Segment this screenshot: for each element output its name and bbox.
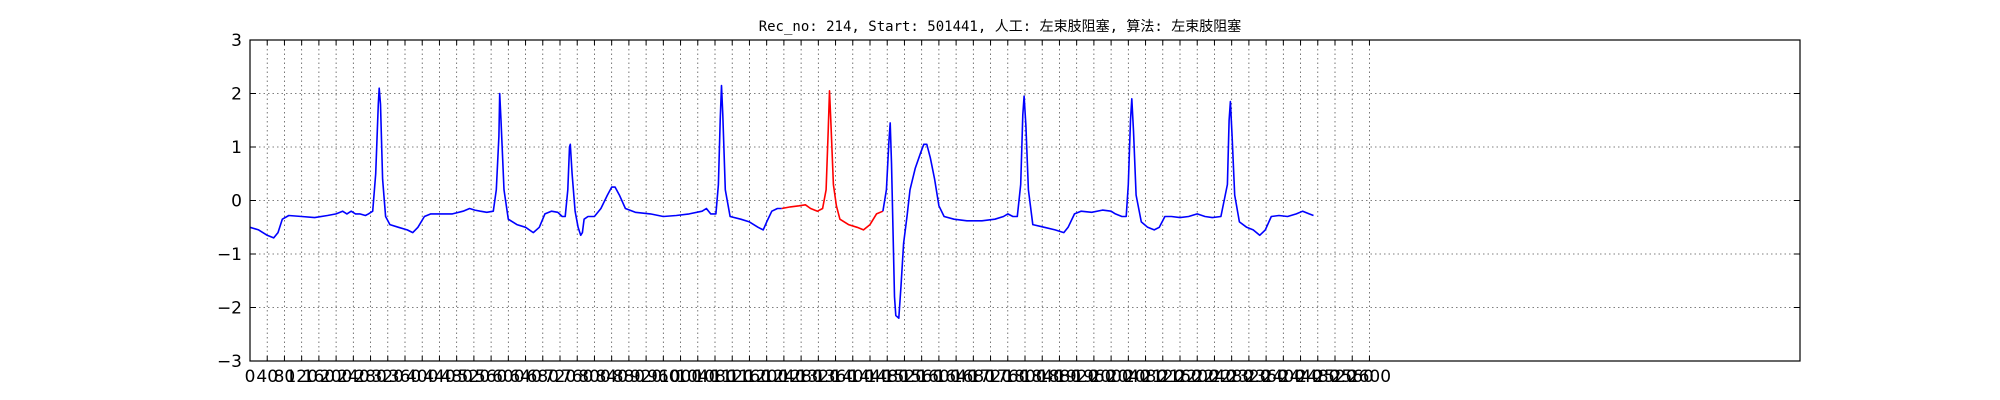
x-tick-label: 600 (492, 367, 524, 387)
x-tick-label: 1880 (1038, 367, 1081, 387)
x-tick-label: 40 (256, 367, 278, 387)
x-tick-label: 1400 (831, 367, 874, 387)
y-tick-label: 3 (231, 31, 242, 51)
grid-layer (250, 40, 1800, 361)
chart-title: Rec_no: 214, Start: 501441, 人工: 左束肢阻塞, 算… (759, 18, 1242, 35)
x-tick-label: 1520 (883, 367, 926, 387)
x-tick-label: 1680 (952, 367, 995, 387)
x-tick-label: 2480 (1296, 367, 1339, 387)
x-tick-label: 1320 (797, 367, 840, 387)
x-tick-label: 2440 (1279, 367, 1322, 387)
y-axis-ticks: 3 2 1 0 −1 −2 −3 (217, 31, 1800, 372)
x-tick-label: 2000 (1089, 367, 1132, 387)
ecg-series-line-0 (249, 84, 782, 239)
x-tick-label: 2520 (1313, 367, 1356, 387)
x-tick-label: 2360 (1244, 367, 1287, 387)
x-tick-label: 2240 (1193, 367, 1236, 387)
x-axis-ticks: 0 408012016020024028032036040044048052056… (245, 40, 1391, 387)
x-tick-label: 2200 (1176, 367, 1219, 387)
y-tick-label: 0 (231, 192, 242, 212)
x-tick-label: 840 (595, 367, 627, 387)
x-tick-label: 640 (509, 367, 541, 387)
x-tick-label: 1800 (1003, 367, 1046, 387)
x-tick-label: 160 (303, 367, 335, 387)
x-tick-label: 1040 (676, 367, 719, 387)
x-tick-label: 1160 (728, 367, 771, 387)
x-tick-label: 1960 (1072, 367, 1115, 387)
series-layer (249, 84, 1314, 320)
x-tick-label: 1440 (848, 367, 891, 387)
x-tick-label: 880 (613, 367, 645, 387)
x-tick-label: 960 (647, 367, 679, 387)
x-tick-label: 400 (406, 367, 438, 387)
x-tick-label: 1720 (969, 367, 1012, 387)
x-tick-label: 120 (285, 367, 317, 387)
x-tick-label: 1080 (693, 367, 736, 387)
x-tick-label: 2320 (1227, 367, 1270, 387)
x-tick-label: 1640 (934, 367, 977, 387)
ecg-series-line-2 (882, 95, 1314, 320)
x-tick-label: 680 (527, 367, 559, 387)
x-tick-label: 2120 (1141, 367, 1184, 387)
x-tick-label: 2040 (1107, 367, 1150, 387)
x-tick-label: 1840 (1021, 367, 1064, 387)
ecg-series-line-1 (781, 90, 884, 231)
x-tick-label: 240 (337, 367, 369, 387)
x-tick-label: 800 (578, 367, 610, 387)
x-tick-label: 760 (561, 367, 593, 387)
x-tick-label: 560 (475, 367, 507, 387)
x-tick-label: 520 (458, 367, 490, 387)
x-tick-label: 1600 (917, 367, 960, 387)
x-tick-label: 200 (320, 367, 352, 387)
x-tick-label: 360 (389, 367, 421, 387)
x-tick-label: 80 (274, 367, 296, 387)
x-tick-label: 320 (372, 367, 404, 387)
x-tick-label: 480 (440, 367, 472, 387)
x-tick-label: 2560 (1331, 367, 1374, 387)
x-tick-label: 920 (630, 367, 662, 387)
x-tick-label: 280 (354, 367, 386, 387)
y-tick-label: 1 (231, 138, 242, 158)
x-tick-label: 1920 (1055, 367, 1098, 387)
x-tick-label: 2280 (1210, 367, 1253, 387)
x-tick-label: 1280 (779, 367, 822, 387)
x-tick-label: 1760 (986, 367, 1029, 387)
y-tick-label: −1 (217, 245, 242, 265)
x-tick-label: 2080 (1124, 367, 1167, 387)
x-tick-label: 720 (544, 367, 576, 387)
y-tick-label: −3 (217, 352, 242, 372)
x-tick-label: 2600 (1348, 367, 1391, 387)
x-tick-label: 2160 (1158, 367, 1201, 387)
x-tick-label: 1560 (900, 367, 943, 387)
y-tick-label: −2 (217, 299, 242, 319)
y-tick-label: 2 (231, 85, 242, 105)
x-tick-label: 1240 (762, 367, 805, 387)
x-tick-label: 440 (423, 367, 455, 387)
x-tick-label: 1120 (711, 367, 754, 387)
x-tick-label: 1000 (659, 367, 702, 387)
x-tick-label: 1480 (866, 367, 909, 387)
x-tick-label: 0 (245, 367, 256, 387)
x-tick-label: 2400 (1262, 367, 1305, 387)
x-tick-label: 1200 (745, 367, 788, 387)
x-tick-label: 1360 (814, 367, 857, 387)
